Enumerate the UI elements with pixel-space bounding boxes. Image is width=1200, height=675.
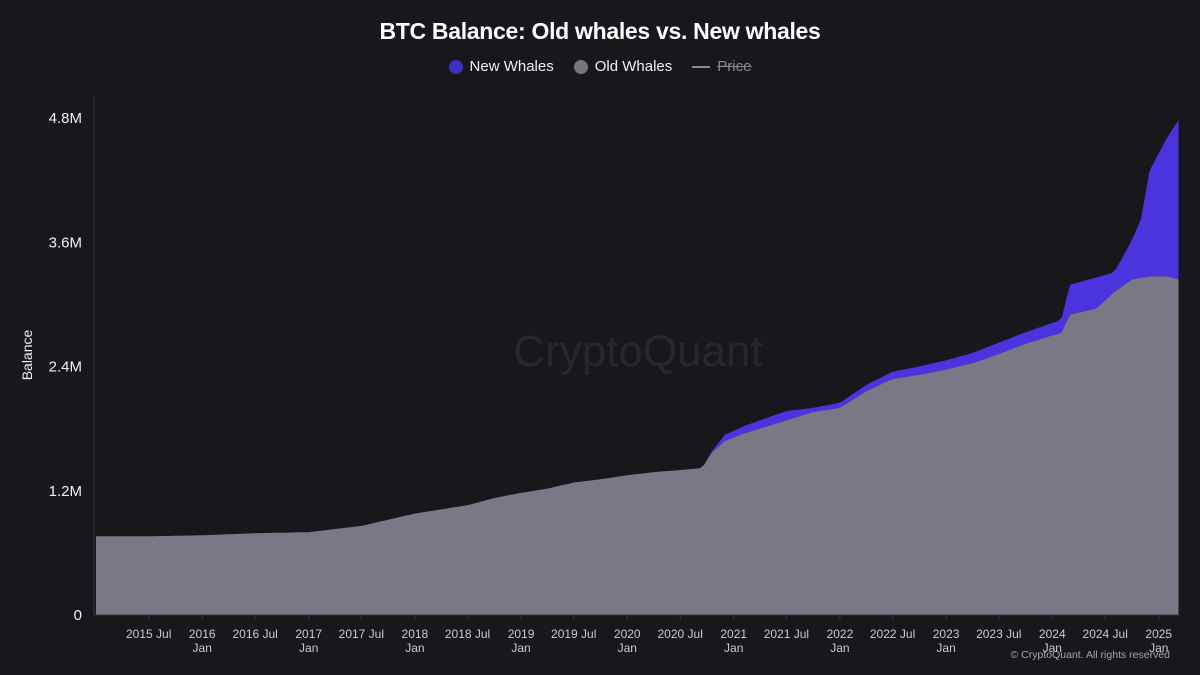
x-tick-label: 2024	[1039, 627, 1066, 641]
x-tick-label: 2020	[614, 627, 641, 641]
x-tick-sublabel: Jan	[299, 641, 318, 655]
series-area-old-whales	[96, 276, 1179, 615]
x-tick-label: 2023	[933, 627, 960, 641]
x-tick-label: 2019	[508, 627, 535, 641]
x-tick-label: 2021	[720, 627, 747, 641]
x-tick-sublabel: Jan	[193, 641, 212, 655]
axis-layer	[93, 96, 1180, 619]
x-tick-label: 2015 Jul	[126, 627, 171, 641]
x-tick-label: 2025	[1145, 627, 1172, 641]
legend-old-whales-label: Old Whales	[594, 58, 673, 75]
x-tick-label: 2021 Jul	[764, 627, 809, 641]
y-tick-label: 3.6M	[49, 234, 82, 251]
x-tick-label: 2019 Jul	[551, 627, 596, 641]
x-tick-sublabel: Jan	[724, 641, 743, 655]
x-tick-label: 2022	[827, 627, 854, 641]
legend-item-old-whales[interactable]: Old Whales	[573, 58, 673, 75]
legend-item-new-whales[interactable]: New Whales	[448, 58, 554, 75]
series-layer	[96, 120, 1179, 615]
x-tick-label: 2020 Jul	[658, 627, 703, 641]
legend-item-price[interactable]: Price	[692, 58, 751, 75]
x-tick-label: 2016	[189, 627, 216, 641]
legend-price-label: Price	[717, 58, 752, 75]
copyright-text: © CryptoQuant. All rights reserved	[1010, 649, 1170, 661]
watermark-text: CryptoQuant	[513, 327, 762, 376]
legend-new-whales-dot-icon	[448, 59, 463, 74]
x-tick-label: 2017	[295, 627, 322, 641]
legend-price-line-icon	[692, 65, 711, 68]
y-tick-label: 1.2M	[49, 483, 82, 500]
x-tick-label: 2018	[402, 627, 429, 641]
x-tick-sublabel: Jan	[1149, 641, 1168, 655]
x-tick-label: 2023 Jul	[976, 627, 1021, 641]
x-tick-label: 2016 Jul	[232, 627, 277, 641]
x-tick-label: 2022 Jul	[870, 627, 915, 641]
x-tick-label: 2017 Jul	[339, 627, 384, 641]
x-tick-label: 2024 Jul	[1083, 627, 1128, 641]
legend-new-whales-label: New Whales	[469, 58, 554, 75]
x-tick-sublabel: Jan	[936, 641, 955, 655]
x-tick-sublabel: Jan	[405, 641, 424, 655]
chart-title: BTC Balance: Old whales vs. New whales	[379, 18, 821, 44]
x-tick-label: 2018 Jul	[445, 627, 490, 641]
chart-legend: New Whales Old Whales Price	[0, 58, 1200, 75]
y-tick-label: 0	[74, 607, 82, 624]
x-tick-sublabel: Jan	[511, 641, 530, 655]
x-tick-sublabel: Jan	[1043, 641, 1062, 655]
x-tick-sublabel: Jan	[618, 641, 637, 655]
y-tick-label: 4.8M	[49, 110, 82, 127]
legend-old-whales-dot-icon	[573, 59, 588, 74]
y-tick-labels: 0 1.2M 2.4M 3.6M 4.8M	[49, 110, 82, 624]
x-tick-sublabel: Jan	[830, 641, 849, 655]
y-tick-label: 2.4M	[49, 359, 82, 376]
